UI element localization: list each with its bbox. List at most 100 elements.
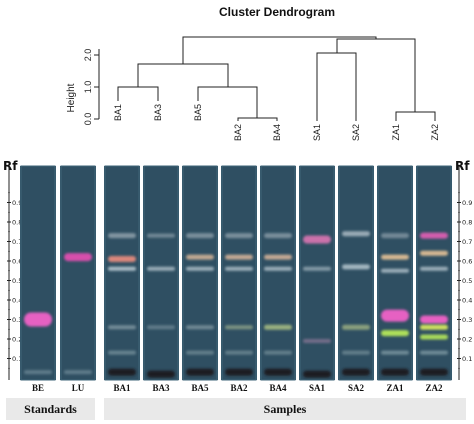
lane-label: BA5 — [191, 383, 209, 393]
band — [186, 350, 214, 355]
band — [24, 370, 52, 375]
rf-label-left: Rf — [3, 159, 18, 173]
rf-tick-label: 0.8 — [12, 219, 22, 227]
leaf-label: BA5 — [193, 104, 203, 121]
band — [303, 266, 331, 271]
band — [264, 233, 292, 239]
band — [420, 334, 448, 340]
band — [264, 350, 292, 355]
band — [147, 370, 175, 378]
rf-tick-label: 0.4 — [462, 297, 472, 305]
band — [303, 370, 331, 378]
y-tick-label-1: 1.0 — [83, 81, 93, 94]
lane-label: LU — [72, 383, 85, 393]
lane-ba5 — [182, 165, 218, 381]
lane-plate — [377, 166, 413, 380]
lane-za1 — [377, 165, 413, 381]
band — [108, 350, 136, 355]
lane-plate — [104, 166, 140, 380]
rf-tick-label: 0.3 — [462, 316, 472, 324]
rf-tick-label: 0.1 — [12, 355, 22, 363]
lane-ba1 — [104, 165, 140, 381]
rf-tick-label: 0.6 — [462, 258, 472, 266]
band — [264, 368, 292, 376]
band — [225, 350, 253, 355]
lane-plate — [299, 166, 335, 380]
lane-edge — [221, 165, 257, 381]
leaf-label: BA3 — [153, 104, 163, 121]
leaf-label: ZA2 — [430, 124, 440, 141]
band — [420, 315, 448, 324]
rf-tick-label: 0.9 — [12, 199, 22, 207]
height-axis: 0.0 1.0 2.0 Height — [66, 49, 100, 125]
lane-plate — [260, 166, 296, 380]
lane-sa2 — [338, 165, 374, 381]
branch-root — [182, 36, 377, 64]
band — [264, 266, 292, 271]
rf-tick-label: 0.4 — [12, 297, 22, 305]
leaf-label: BA4 — [272, 124, 282, 141]
lane-ba2 — [221, 165, 257, 381]
lane-edge — [60, 165, 96, 381]
band — [303, 338, 331, 343]
band — [342, 368, 370, 376]
leaf-label: BA2 — [233, 124, 243, 141]
rf-label-right: Rf — [455, 159, 470, 173]
band — [381, 368, 409, 376]
band — [225, 233, 253, 239]
lane-za2 — [416, 165, 452, 381]
tlc-lanes — [20, 165, 452, 381]
lane-edge — [416, 165, 452, 381]
lane-plate — [20, 166, 56, 380]
band — [108, 256, 136, 263]
lane-edge — [299, 165, 335, 381]
band — [186, 233, 214, 239]
rf-scale-left: Rf 0.9 0.8 0.7 0.6 0.5 0.4 0.3 0.2 0.1 — [3, 159, 22, 380]
lane-ba4 — [260, 165, 296, 381]
lane-label: BA2 — [230, 383, 248, 393]
rf-tick-label: 0.6 — [12, 258, 22, 266]
rf-tick-label: 0.8 — [462, 219, 472, 227]
lane-sa1 — [299, 165, 335, 381]
rf-tick-label: 0.7 — [462, 238, 472, 246]
band — [342, 231, 370, 237]
dendrogram-branches — [117, 36, 436, 121]
samples-group-label: Samples — [104, 398, 466, 420]
band — [342, 324, 370, 330]
band — [264, 324, 292, 330]
band — [381, 350, 409, 355]
lane-ba3 — [143, 165, 179, 381]
cluster-dendrogram: Cluster Dendrogram 0.0 1.0 2.0 Height BA… — [66, 5, 440, 141]
lane-label: SA2 — [348, 383, 365, 393]
band — [420, 232, 448, 239]
lane-plate — [221, 166, 257, 380]
leaf-label: SA2 — [351, 124, 361, 141]
rf-tick-label: 0.3 — [12, 316, 22, 324]
lane-edge — [143, 165, 179, 381]
lane-edge — [260, 165, 296, 381]
band — [225, 266, 253, 271]
band — [420, 250, 448, 256]
band — [24, 312, 52, 327]
band — [108, 325, 136, 330]
dendrogram-title: Cluster Dendrogram — [219, 5, 335, 19]
band — [381, 268, 409, 273]
lane-edge — [20, 165, 56, 381]
band — [186, 368, 214, 376]
band — [108, 266, 136, 271]
band — [186, 325, 214, 330]
lane-edge — [338, 165, 374, 381]
lane-lu — [60, 165, 96, 381]
band — [342, 264, 370, 270]
lane-labels: BE LU BA1 BA3 BA5 BA2 BA4 SA1 SA2 ZA1 ZA2 — [32, 383, 443, 393]
band — [225, 325, 253, 330]
leaf-label: SA1 — [312, 124, 322, 141]
rf-tick-label: 0.5 — [462, 277, 472, 285]
band — [108, 368, 136, 376]
lane-be — [20, 165, 56, 381]
band — [147, 233, 175, 238]
band — [342, 350, 370, 355]
band — [381, 330, 409, 337]
band — [381, 254, 409, 260]
band — [147, 266, 175, 271]
